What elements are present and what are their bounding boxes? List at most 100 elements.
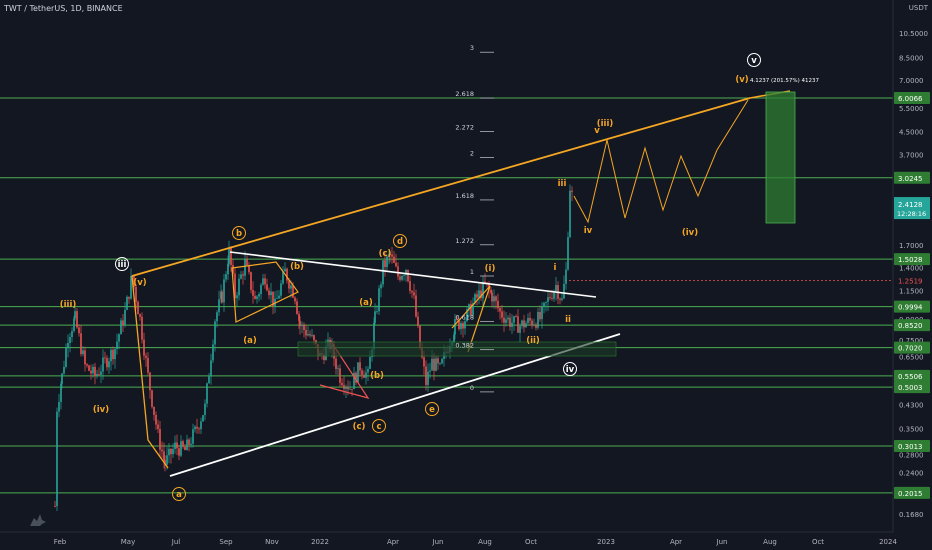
candle-body [378,288,380,312]
candle-body [367,368,369,373]
wave-label: i [554,263,557,273]
candle-body [511,322,513,327]
wave-label: a [176,490,182,500]
candle-body [61,373,63,384]
candle-body [80,333,82,355]
candle-body [178,448,180,456]
wave-label: iii [558,179,567,189]
x-tick-label: Oct [525,538,537,546]
candle-body [323,354,325,361]
candle-body [54,505,56,507]
x-tick-label: Feb [54,538,67,546]
candle-body [163,451,165,460]
y-tick-label: 10.5000 [899,30,928,38]
candle-body [78,327,80,334]
level-tag-value: 6.0066 [898,95,923,103]
candle-body [180,441,182,456]
candle-body [230,247,232,265]
level-tag [894,440,930,453]
x-tick-label: 2024 [879,538,897,546]
candle-body [210,360,212,377]
candle-body [478,290,480,298]
y-tick-label: 8.5000 [899,55,924,63]
candle-body [539,312,541,320]
candle-body [286,268,288,281]
target-zone-box [765,91,796,224]
candle-body [170,448,172,455]
x-tick-label: Nov [265,538,279,546]
candle-body [415,295,417,317]
candle-body [126,296,128,310]
candle-body [355,372,357,383]
candle-body [161,449,163,452]
y-tick-label: 0.3500 [899,426,924,434]
candle-body [401,275,403,280]
candle-body [147,357,149,373]
y-tick-label: 0.4300 [899,402,924,410]
candle-body [182,441,184,447]
candle-body [507,317,509,320]
candle-body [221,291,223,303]
wave-label: iv [584,226,593,236]
candle-body [349,388,351,390]
candle-body [74,311,76,319]
wave-i-pattern [451,285,491,353]
x-tick-label: 2022 [311,538,329,546]
candle-body [357,362,359,383]
candle-body [419,325,421,349]
candle-body [290,285,292,289]
candle-body [112,349,114,360]
candle-body [313,335,315,341]
wave-label-circle [115,257,129,271]
candle-body [284,268,286,272]
x-tick-label: Jul [171,538,181,546]
candle-body [521,320,523,326]
candle-body [307,334,309,336]
level-tag [894,341,930,354]
upper-trendline [131,97,751,277]
x-tick-label: Aug [478,538,492,546]
fib-level-label: 1.272 [455,237,474,245]
candle-body [262,278,264,285]
support-zone [297,341,617,357]
candle-body [497,300,499,309]
candle-body [254,295,256,299]
y-tick-label: 5.5000 [899,105,924,113]
candle-body [541,306,543,320]
candle-body [454,319,456,335]
candle-body [116,341,118,349]
candle-body [545,301,547,303]
candle-body [118,334,120,342]
wave-label-circle [172,487,186,501]
last-price-tag [894,197,930,220]
candle-body [258,294,260,297]
candle-body [339,368,341,383]
candle-body [120,320,122,335]
fib-level-label: 1.618 [455,192,474,200]
candle-body [517,316,519,333]
candle-body [104,357,106,359]
candle-body [137,301,139,315]
candle-body [533,324,535,326]
candle-body [549,297,551,299]
wave-label: (a) [243,336,257,346]
level-tag [894,300,930,313]
candle-body [397,266,399,277]
candle-body [139,314,141,317]
candle-body [501,311,503,318]
candle-body [186,439,188,451]
candle-body [543,302,545,307]
candle-body [369,357,371,369]
candle-body [114,348,116,360]
candle-body [376,311,378,313]
x-tick-label: Jun [432,538,444,546]
candle-body [299,320,301,327]
candle-body [90,370,92,374]
candle-body [305,329,307,336]
fib-level-label: 1 [470,268,474,276]
candle-body [427,371,429,385]
y-tick-label: 0.1680 [899,511,924,519]
candle-body [272,291,274,306]
candle-body [63,366,65,374]
